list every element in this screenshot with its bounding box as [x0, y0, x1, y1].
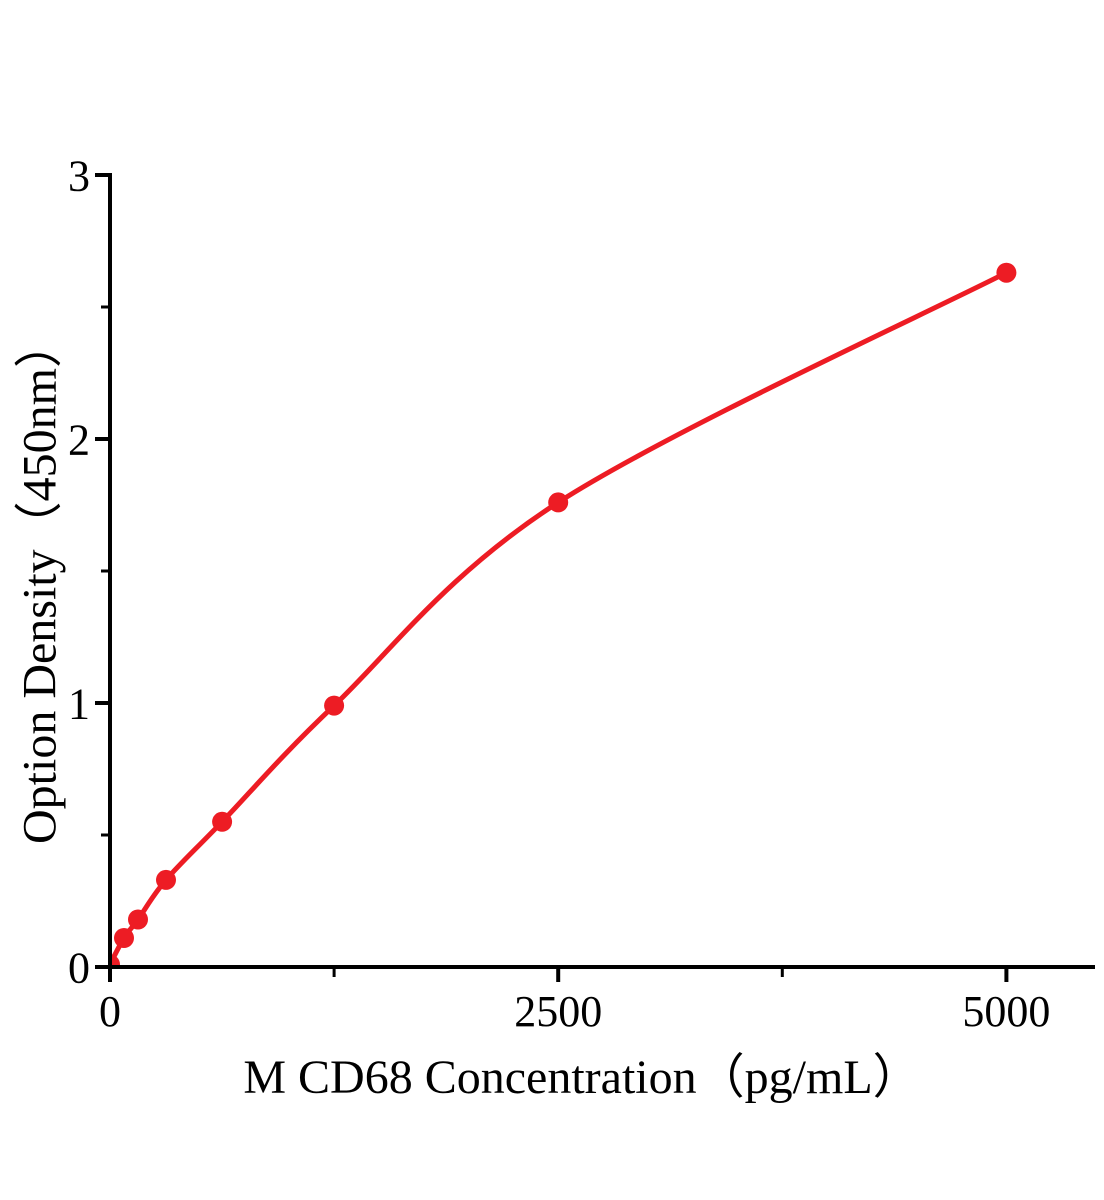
- y-axis-title: Option Density（450nm）: [13, 320, 67, 844]
- y-tick-label: 0: [68, 943, 90, 992]
- axes-group: [95, 173, 1095, 982]
- data-point: [548, 492, 569, 513]
- x-tick-label: 2500: [514, 987, 602, 1036]
- data-point: [114, 928, 134, 948]
- x-axis-title: M CD68 Concentration（pg/mL）: [243, 1051, 921, 1104]
- data-point: [324, 695, 345, 716]
- y-tick-label: 1: [68, 679, 90, 728]
- data-point: [128, 909, 148, 930]
- x-tick-label: 5000: [962, 987, 1050, 1036]
- data-point: [212, 811, 233, 832]
- fitted-curve-line: [112, 270, 1009, 965]
- data-point: [156, 869, 176, 890]
- y-tick-label: 2: [68, 415, 90, 464]
- x-tick-label: 0: [99, 987, 121, 1036]
- data-point: [996, 262, 1017, 283]
- series-group: [112, 262, 1017, 965]
- tick-labels-group: 0 1 2 3 0 2500 5000: [68, 151, 1050, 1036]
- y-tick-label: 3: [68, 151, 90, 200]
- data-point: [112, 954, 120, 965]
